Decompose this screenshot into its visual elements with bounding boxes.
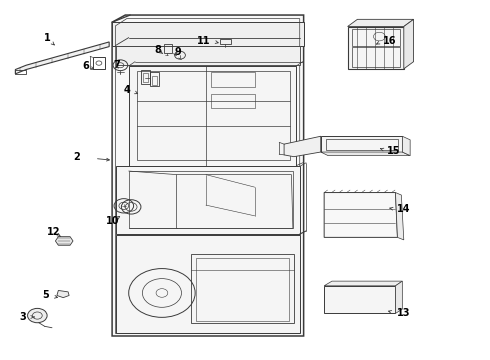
Text: 16: 16 <box>383 36 396 46</box>
Bar <box>93 57 105 69</box>
Polygon shape <box>129 66 296 166</box>
Bar <box>143 73 148 82</box>
Polygon shape <box>321 136 402 152</box>
Text: 11: 11 <box>197 36 211 46</box>
Text: 2: 2 <box>73 152 80 162</box>
Polygon shape <box>15 42 109 74</box>
Text: 13: 13 <box>396 309 410 318</box>
Polygon shape <box>284 136 321 157</box>
Bar <box>211 94 255 108</box>
Bar <box>211 72 255 87</box>
Bar <box>347 27 404 69</box>
Text: 15: 15 <box>387 145 400 156</box>
Polygon shape <box>55 237 73 245</box>
Bar <box>326 139 398 149</box>
Polygon shape <box>402 136 410 156</box>
Polygon shape <box>347 19 414 27</box>
Bar <box>141 70 150 84</box>
Bar <box>137 71 291 160</box>
Polygon shape <box>395 193 404 240</box>
Bar <box>220 39 231 44</box>
Text: 10: 10 <box>106 216 120 226</box>
Bar <box>196 258 289 320</box>
Polygon shape <box>116 166 300 234</box>
Polygon shape <box>57 291 69 298</box>
Text: 5: 5 <box>42 291 49 301</box>
Bar <box>164 44 171 53</box>
Polygon shape <box>324 193 397 237</box>
Polygon shape <box>321 152 410 156</box>
Polygon shape <box>324 281 402 286</box>
Circle shape <box>27 309 47 323</box>
Polygon shape <box>116 234 300 333</box>
Text: 1: 1 <box>44 33 50 43</box>
Polygon shape <box>116 45 300 65</box>
Text: 12: 12 <box>47 227 60 237</box>
Polygon shape <box>404 19 414 69</box>
Bar <box>150 72 159 86</box>
Text: 9: 9 <box>174 46 181 57</box>
Text: 7: 7 <box>113 60 120 70</box>
Polygon shape <box>395 281 402 314</box>
Text: 4: 4 <box>123 85 130 95</box>
Bar <box>152 76 157 85</box>
Polygon shape <box>112 15 304 336</box>
Polygon shape <box>324 286 395 314</box>
Text: 14: 14 <box>396 204 410 215</box>
Polygon shape <box>112 22 304 45</box>
Bar <box>351 47 400 67</box>
Text: 8: 8 <box>154 45 162 55</box>
Text: 3: 3 <box>19 312 26 322</box>
Text: 6: 6 <box>83 61 90 71</box>
Bar <box>351 30 400 45</box>
